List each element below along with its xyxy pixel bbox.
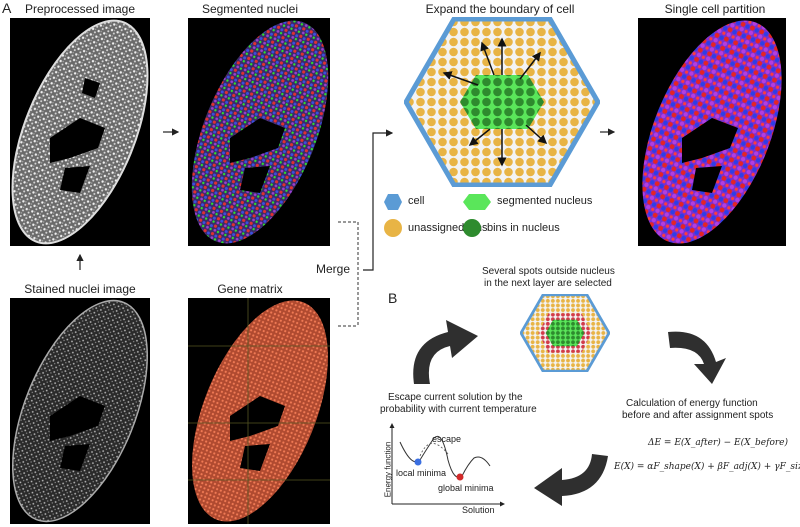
global-minima-point bbox=[456, 473, 464, 481]
single-cell-partition-image bbox=[638, 18, 786, 246]
panel-a-letter: A bbox=[2, 0, 12, 16]
top-text-line1: Several spots outside nucleus bbox=[482, 266, 615, 277]
selected-spots-diagram bbox=[520, 294, 610, 372]
right-text-line2: before and after assignment spots bbox=[622, 410, 774, 421]
legend-nucleus-label: segmented nucleus bbox=[497, 195, 593, 207]
legend-nucleus-icon bbox=[463, 194, 491, 210]
title-expand: Expand the boundary of cell bbox=[425, 2, 575, 16]
top-text-line2: in the next layer are selected bbox=[484, 278, 612, 289]
gene-matrix-image bbox=[188, 298, 330, 524]
legend-cell-icon bbox=[384, 194, 402, 210]
chart-local-label: local minima bbox=[396, 468, 447, 478]
right-text-line1: Calculation of energy function bbox=[626, 398, 758, 409]
equation-energy: E(X) = αF_shape(X) + βF_adj(X) + γF_size… bbox=[614, 462, 800, 472]
cycle-arrow-top-right bbox=[668, 331, 726, 384]
expand-boundary-diagram bbox=[404, 17, 600, 187]
energy-landscape-chart bbox=[389, 423, 505, 507]
panel-b-letter: B bbox=[388, 290, 398, 306]
chart-ylabel: Energy function bbox=[383, 441, 393, 498]
equation-delta-e: ΔE = E(X_after) − E(X_before) bbox=[648, 438, 789, 448]
left-text-line1: Escape current solution by the bbox=[388, 392, 523, 403]
chart-xlabel: Solution bbox=[462, 505, 495, 515]
preprocessed-image bbox=[10, 18, 150, 246]
local-minima-point bbox=[414, 458, 422, 466]
title-partition: Single cell partition bbox=[664, 2, 766, 16]
chart-global-label: global minima bbox=[438, 483, 494, 493]
left-text-line2: probability with current temperature bbox=[380, 404, 537, 415]
title-stained: Stained nuclei image bbox=[24, 282, 136, 296]
legend-cell-label: cell bbox=[408, 195, 425, 207]
title-segmented: Segmented nuclei bbox=[201, 2, 299, 16]
title-preprocessed: Preprocessed image bbox=[24, 2, 136, 16]
legend-bins-nucleus-icon bbox=[463, 219, 481, 237]
segmented-nuclei-image bbox=[188, 18, 330, 246]
legend-bins-nucleus-label: bins in nucleus bbox=[487, 222, 560, 234]
cycle-arrow-top-left bbox=[413, 320, 478, 384]
legend-unassigned-icon bbox=[384, 219, 402, 237]
merge-label: Merge bbox=[316, 262, 351, 276]
chart-escape-label: escape bbox=[432, 434, 462, 444]
cycle-arrow-bottom-right bbox=[534, 454, 608, 506]
stained-nuclei-image bbox=[10, 298, 150, 524]
title-gene-matrix: Gene matrix bbox=[217, 282, 283, 296]
